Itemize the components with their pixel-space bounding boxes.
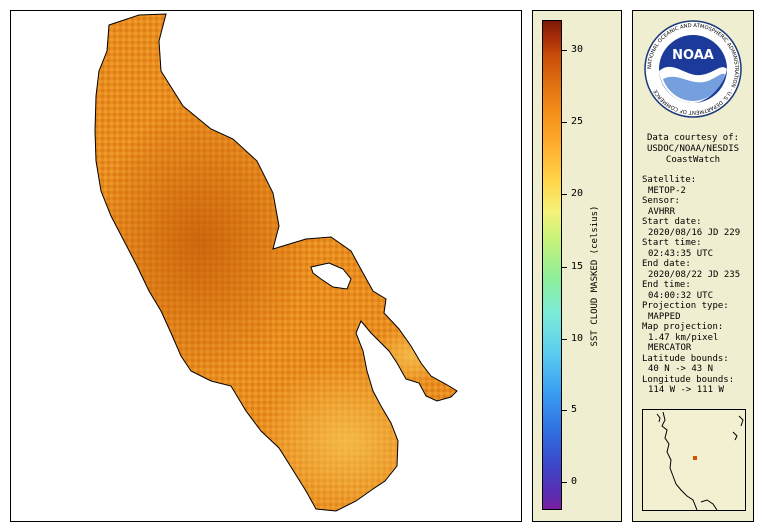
sst-map[interactable] — [10, 10, 522, 522]
meta-label: End time: — [642, 280, 691, 290]
locator-map-svg — [656, 411, 744, 510]
info-panel: NOAA NATIONAL OCEANIC AND ATMOSPHERIC AD… — [632, 10, 754, 522]
meta-value: 04:00:32 UTC — [648, 290, 714, 301]
colorbar-tick-label: 30 — [571, 44, 584, 55]
colorbar-tick-label: 10 — [571, 333, 584, 344]
island-outline — [310, 262, 352, 290]
locator-inset-map — [642, 409, 746, 511]
colorbar-title: SST CLOUD MASKED (celsius) — [590, 205, 600, 347]
colorbar-tick — [562, 122, 567, 123]
meta-value: 114 W -> 111 W — [648, 385, 724, 395]
meta-value: 02:43:35 UTC — [648, 248, 714, 259]
meta-value: MAPPED — [648, 311, 681, 322]
meta-value: 1.47 km/pixel — [648, 332, 719, 343]
meta-value: 2020/08/16 JD 229 — [648, 227, 741, 238]
location-marker — [693, 456, 697, 460]
lake-map-svg — [94, 13, 458, 512]
courtesy-line: Data courtesy of: — [646, 133, 740, 143]
meta-value: 2020/08/22 JD 235 — [648, 269, 741, 280]
meta-value: METOP-2 — [648, 185, 686, 196]
meta-label: Projection type: — [642, 301, 729, 311]
colorbar-tick-label: 20 — [571, 188, 584, 199]
colorbar-tick-label: 25 — [571, 116, 584, 127]
colorbar-tick — [562, 482, 567, 483]
sst-colorbar — [542, 20, 562, 510]
colorbar-tick — [562, 339, 567, 340]
meta-value: MERCATOR — [648, 343, 692, 353]
colorbar-tick — [562, 267, 567, 268]
meta-value: AVHRR — [648, 206, 676, 217]
noaa-logo: NOAA NATIONAL OCEANIC AND ATMOSPHERIC AD… — [644, 20, 742, 118]
meta-label: Sensor: — [642, 196, 680, 206]
noaa-logo-text: NOAA — [672, 48, 714, 63]
colorbar-tick-label: 15 — [571, 261, 584, 272]
colorbar-tick — [562, 410, 567, 411]
colorbar-tick-label: 0 — [571, 476, 578, 487]
meta-label: Start date: — [642, 217, 702, 227]
meta-label: Longitude bounds: — [642, 374, 735, 385]
meta-label: Start time: — [642, 238, 702, 248]
metadata-list: Satellite: METOP-2 Sensor: AVHRR Start d… — [642, 175, 740, 396]
meta-value: 40 N -> 43 N — [648, 364, 714, 374]
courtesy-line: CoastWatch — [665, 155, 721, 165]
colorbar-tick — [562, 50, 567, 51]
courtesy-line: USDOC/NOAA/NESDIS — [646, 144, 740, 154]
color-scale-panel: 30 25 20 15 10 5 0 SST CLOUD MASKED (cel… — [532, 10, 622, 522]
colorbar-tick-label: 5 — [571, 404, 578, 415]
data-courtesy: Data courtesy of: USDOC/NOAA/NESDIS Coas… — [633, 133, 753, 166]
meta-label: End date: — [642, 259, 691, 269]
meta-label: Map projection: — [642, 322, 724, 332]
colorbar-tick — [562, 194, 567, 195]
lake-shoreline — [94, 13, 458, 512]
meta-label: Satellite: — [642, 175, 697, 185]
meta-label: Latitude bounds: — [642, 353, 729, 364]
